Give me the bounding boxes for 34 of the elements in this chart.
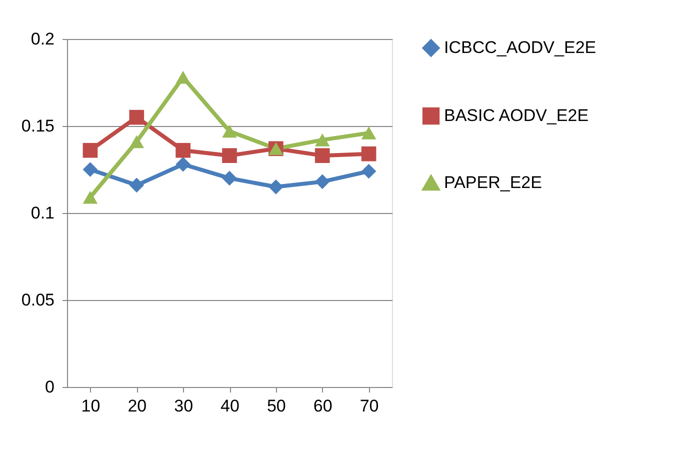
legend-label: PAPER_E2E (444, 173, 542, 192)
x-tick-label: 20 (128, 396, 147, 416)
x-tick-label: 30 (174, 396, 194, 416)
point (129, 135, 144, 148)
y-tick-label: 0.05 (21, 290, 54, 310)
legend-label: BASIC AODV_E2E (444, 106, 589, 125)
point (129, 178, 144, 193)
y-tick-label: 0.1 (30, 204, 54, 222)
x-tick-label: 60 (313, 396, 332, 416)
point (222, 124, 237, 138)
point (222, 148, 237, 163)
point (82, 142, 98, 158)
x-tick-label: 10 (81, 396, 100, 416)
point (314, 174, 330, 190)
y-tick-label: 0 (45, 378, 54, 396)
point (361, 126, 376, 140)
x-tick-label: 70 (360, 396, 379, 416)
x-tick-label: 50 (266, 396, 286, 416)
y-tick-label: 0.2 (30, 30, 54, 48)
point (314, 133, 330, 146)
y-tick-label: 0.15 (21, 116, 54, 136)
point (82, 162, 98, 177)
point (82, 190, 98, 204)
x-tick-label: 40 (220, 396, 240, 416)
point (268, 179, 284, 194)
legend-label: ICBCC_AODV_E2E (444, 38, 596, 57)
point (314, 148, 330, 163)
point (222, 170, 237, 186)
point (176, 70, 190, 84)
point (361, 164, 376, 179)
point (176, 156, 190, 172)
point (129, 110, 144, 125)
point (361, 146, 376, 162)
point (176, 142, 190, 158)
